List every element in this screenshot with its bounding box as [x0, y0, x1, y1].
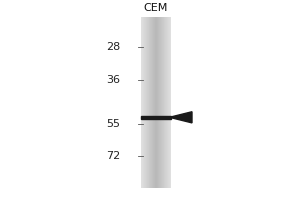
Polygon shape	[169, 112, 192, 123]
Bar	[159, 17, 160, 188]
Bar	[142, 17, 143, 188]
Bar	[155, 17, 156, 188]
Bar	[147, 17, 148, 188]
Bar	[152, 17, 153, 188]
Bar	[149, 17, 150, 188]
Bar	[154, 17, 155, 188]
Bar	[146, 17, 147, 188]
Bar	[161, 17, 162, 188]
Bar	[158, 17, 159, 188]
Bar	[148, 17, 149, 188]
Bar	[169, 17, 170, 188]
Bar	[156, 17, 157, 188]
Bar	[154, 17, 155, 188]
Bar	[143, 17, 144, 188]
Text: 28: 28	[106, 42, 120, 52]
Bar	[145, 17, 146, 188]
Bar	[167, 17, 168, 188]
Text: 72: 72	[106, 151, 120, 161]
Bar	[150, 17, 151, 188]
Bar	[163, 17, 164, 188]
Text: 36: 36	[106, 75, 120, 85]
Bar	[141, 116, 171, 119]
Bar	[170, 17, 171, 188]
Bar	[157, 17, 158, 188]
Text: 55: 55	[106, 119, 120, 129]
Bar	[160, 17, 161, 188]
Bar	[151, 17, 152, 188]
Text: CEM: CEM	[144, 3, 168, 13]
Bar	[168, 17, 169, 188]
Bar	[144, 17, 145, 188]
Bar	[162, 17, 163, 188]
Bar	[164, 17, 165, 188]
Bar	[153, 17, 154, 188]
Bar	[160, 17, 161, 188]
Bar	[166, 17, 167, 188]
Bar	[169, 17, 170, 188]
Bar	[165, 17, 166, 188]
Bar	[141, 17, 142, 188]
